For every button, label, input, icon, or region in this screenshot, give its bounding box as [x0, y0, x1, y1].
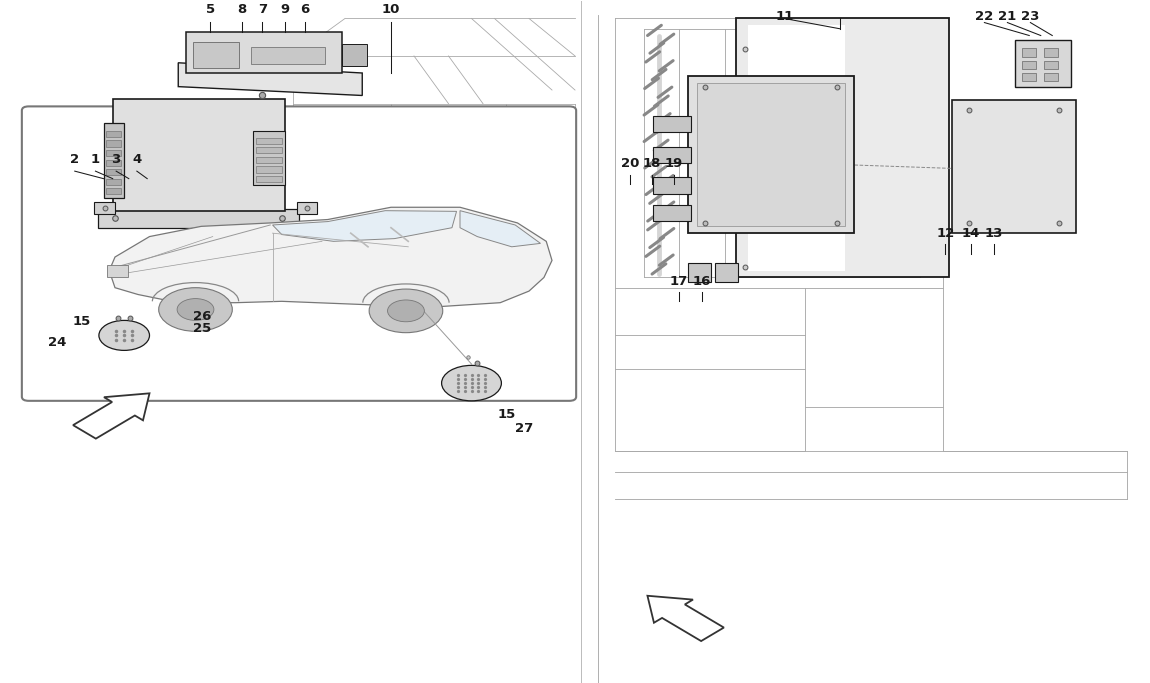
Bar: [1022, 73, 1036, 81]
Polygon shape: [460, 210, 540, 247]
Bar: [748, 25, 845, 270]
Bar: [715, 263, 738, 282]
Bar: [1022, 61, 1036, 69]
Bar: [653, 147, 691, 163]
Bar: [106, 141, 121, 147]
Circle shape: [442, 365, 501, 401]
Bar: [952, 100, 1076, 233]
Bar: [1022, 48, 1036, 57]
Text: 2: 2: [70, 154, 79, 167]
Text: 6: 6: [300, 3, 309, 16]
Text: 23: 23: [1021, 10, 1040, 23]
Bar: [106, 131, 121, 137]
Circle shape: [388, 300, 424, 322]
Bar: [98, 208, 299, 227]
Text: 5: 5: [206, 3, 215, 16]
Bar: [106, 150, 121, 156]
Bar: [106, 160, 121, 166]
Text: 24: 24: [48, 336, 67, 349]
Bar: [736, 18, 949, 277]
Bar: [94, 201, 115, 214]
Text: 9: 9: [281, 3, 290, 16]
Bar: [251, 47, 325, 64]
Polygon shape: [273, 210, 457, 241]
Text: 25: 25: [193, 322, 212, 335]
Text: 14: 14: [961, 227, 980, 240]
Bar: [653, 178, 691, 194]
Bar: [104, 123, 124, 197]
Text: 26: 26: [193, 310, 212, 323]
Bar: [1015, 40, 1071, 87]
Circle shape: [99, 320, 150, 350]
Text: 13: 13: [984, 227, 1003, 240]
Bar: [297, 201, 317, 214]
Bar: [193, 42, 239, 68]
Bar: [653, 204, 691, 221]
Bar: [106, 179, 121, 185]
Bar: [256, 157, 282, 163]
Text: 27: 27: [515, 421, 534, 434]
Text: 8: 8: [237, 3, 246, 16]
Bar: [107, 265, 128, 277]
Bar: [653, 116, 691, 133]
Bar: [256, 148, 282, 154]
Text: 12: 12: [936, 227, 954, 240]
Bar: [256, 176, 282, 182]
Text: 18: 18: [643, 158, 661, 171]
Text: 11: 11: [775, 10, 793, 23]
Bar: [688, 76, 854, 233]
Text: 22: 22: [975, 10, 994, 23]
Circle shape: [159, 288, 232, 331]
Circle shape: [369, 289, 443, 333]
Text: 20: 20: [621, 158, 639, 171]
Bar: [113, 99, 285, 211]
Polygon shape: [178, 63, 362, 96]
Text: 10: 10: [382, 3, 400, 16]
Text: 17: 17: [669, 275, 688, 288]
Bar: [186, 32, 342, 73]
Bar: [1044, 73, 1058, 81]
Text: 21: 21: [998, 10, 1017, 23]
Text: 4: 4: [132, 154, 141, 167]
Polygon shape: [109, 207, 552, 307]
Text: 19: 19: [665, 158, 683, 171]
Text: 3: 3: [112, 154, 121, 167]
Text: 15: 15: [72, 316, 91, 329]
Circle shape: [177, 298, 214, 320]
Polygon shape: [74, 393, 150, 438]
FancyBboxPatch shape: [22, 107, 576, 401]
Bar: [256, 138, 282, 144]
Text: 1: 1: [91, 154, 100, 167]
Bar: [106, 189, 121, 195]
Text: 16: 16: [692, 275, 711, 288]
Bar: [253, 131, 285, 186]
Bar: [697, 83, 845, 226]
Bar: [1044, 48, 1058, 57]
Text: 7: 7: [258, 3, 267, 16]
Bar: [342, 44, 367, 66]
Polygon shape: [647, 596, 723, 641]
Bar: [688, 263, 711, 282]
Bar: [256, 167, 282, 173]
Bar: [106, 169, 121, 176]
Bar: [1044, 61, 1058, 69]
Text: 15: 15: [498, 408, 516, 421]
